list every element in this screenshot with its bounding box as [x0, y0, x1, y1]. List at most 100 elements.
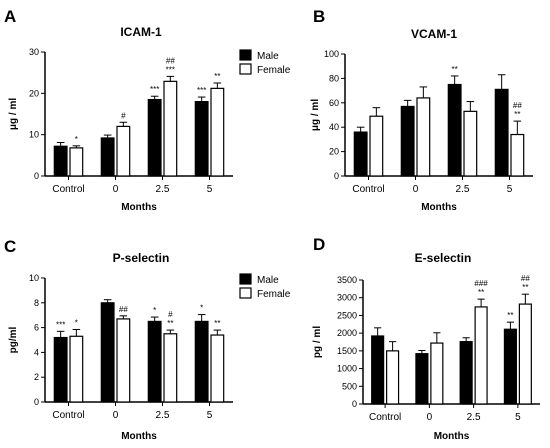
significance-label: ***: [166, 65, 175, 74]
panel-letter: B: [313, 7, 325, 26]
y-tick-label: 20: [329, 147, 339, 157]
bar-female: [474, 306, 488, 405]
bar-female: [463, 110, 478, 177]
panel-letter: D: [313, 235, 325, 254]
bar-male: [371, 335, 385, 405]
x-tick-label: Control: [52, 184, 84, 195]
x-tick-label: 2.5: [467, 412, 481, 423]
x-axis-title: Months: [434, 431, 470, 442]
bar-female: [210, 87, 225, 177]
chart-title: E-selectin: [415, 251, 472, 265]
significance-label: ##: [166, 56, 175, 65]
significance-label: **: [522, 283, 528, 292]
y-tick-label: 0: [352, 399, 357, 409]
y-axis-title: pg / ml: [312, 326, 323, 358]
bar-female: [416, 97, 431, 177]
bar-female: [369, 115, 384, 177]
legend-label-male: Male: [257, 51, 279, 62]
x-axis-title: Months: [121, 202, 157, 213]
panel-letter: A: [4, 7, 16, 26]
y-tick-label: 1500: [337, 346, 357, 356]
y-tick-label: 2000: [337, 328, 357, 338]
x-tick-label: 0: [413, 184, 419, 195]
y-tick-label: 8: [34, 298, 39, 308]
y-tick-label: 40: [329, 122, 339, 132]
significance-label: **: [214, 319, 220, 328]
significance-label: ##: [521, 274, 530, 283]
y-tick-label: 4: [34, 347, 39, 357]
y-tick-label: 60: [329, 98, 339, 108]
y-tick-label: 10: [29, 273, 39, 283]
significance-label: *: [75, 318, 78, 327]
chart-panel-b: B VCAM-1 0 20 40 60 80 100 μg / ml Months Control 0…: [310, 7, 533, 213]
significance-label: **: [478, 288, 484, 297]
x-axis-title: Months: [421, 202, 457, 213]
y-axis-title: μg / ml: [8, 98, 19, 130]
panel-letter: C: [4, 237, 16, 256]
bar-male: [400, 105, 415, 177]
y-tick-label: 0: [34, 171, 39, 181]
x-tick-label: 2.5: [156, 410, 170, 421]
x-tick-label: 2.5: [156, 184, 170, 195]
legend-swatch-male: [239, 273, 252, 285]
y-tick-label: 6: [34, 323, 39, 333]
significance-label: **: [514, 110, 520, 119]
bar-female: [69, 147, 84, 177]
bar-female: [116, 125, 131, 177]
x-tick-label: 0: [113, 410, 119, 421]
bar-male: [503, 328, 517, 405]
chart-title: P-selectin: [113, 251, 170, 265]
significance-label: ***: [150, 85, 159, 94]
y-tick-label: 20: [29, 88, 39, 98]
x-tick-label: Control: [369, 412, 401, 423]
bar-male: [53, 336, 68, 403]
x-tick-label: 0: [113, 184, 119, 195]
bar-male: [494, 88, 509, 177]
y-tick-label: 3000: [337, 293, 357, 303]
bar-male: [353, 131, 368, 177]
legend-label-female: Female: [257, 289, 291, 300]
bar-male: [147, 320, 162, 403]
bar-female: [69, 335, 84, 403]
legend-swatch-female: [239, 63, 252, 75]
chart-panel-a: A ICAM-1 0 10 20 30 μg / ml Months Control * 0 #2.5…: [4, 7, 291, 213]
significance-label: **: [167, 319, 173, 328]
significance-label: #: [121, 111, 126, 120]
bar-male: [447, 83, 462, 177]
bar-female: [386, 350, 400, 405]
y-tick-label: 3500: [337, 275, 357, 285]
chart-panel-d: D E-selectin 0 500 1000 1500 2000 2500 3000 3500 p…: [312, 235, 540, 442]
y-tick-label: 0: [34, 397, 39, 407]
y-tick-label: 2: [34, 372, 39, 382]
y-tick-label: 500: [342, 381, 357, 391]
bar-male: [415, 353, 429, 405]
significance-label: #: [168, 310, 173, 319]
chart-title: ICAM-1: [120, 25, 162, 39]
significance-label: **: [452, 65, 458, 74]
y-axis-title: μg / ml: [310, 99, 321, 131]
significance-label: *: [75, 135, 78, 144]
bar-male: [459, 341, 473, 405]
bar-male: [194, 320, 209, 403]
bar-male: [53, 145, 68, 177]
significance-label: *: [153, 306, 156, 315]
x-tick-label: Control: [52, 410, 84, 421]
legend-swatch-male: [239, 49, 252, 61]
legend-swatch-female: [239, 287, 252, 299]
y-tick-label: 10: [29, 130, 39, 140]
x-tick-label: Control: [352, 184, 384, 195]
x-tick-label: 5: [507, 184, 513, 195]
significance-label: ##: [513, 101, 522, 110]
x-tick-label: 5: [207, 184, 213, 195]
bar-female: [510, 133, 525, 177]
significance-label: ***: [56, 320, 65, 329]
legend: Male Female: [239, 273, 291, 300]
bar-female: [210, 334, 225, 403]
x-axis-title: Months: [121, 431, 157, 442]
significance-label: *: [200, 304, 203, 313]
y-tick-label: 100: [324, 49, 339, 59]
legend-label-female: Female: [257, 65, 291, 76]
legend-label-male: Male: [257, 275, 279, 286]
